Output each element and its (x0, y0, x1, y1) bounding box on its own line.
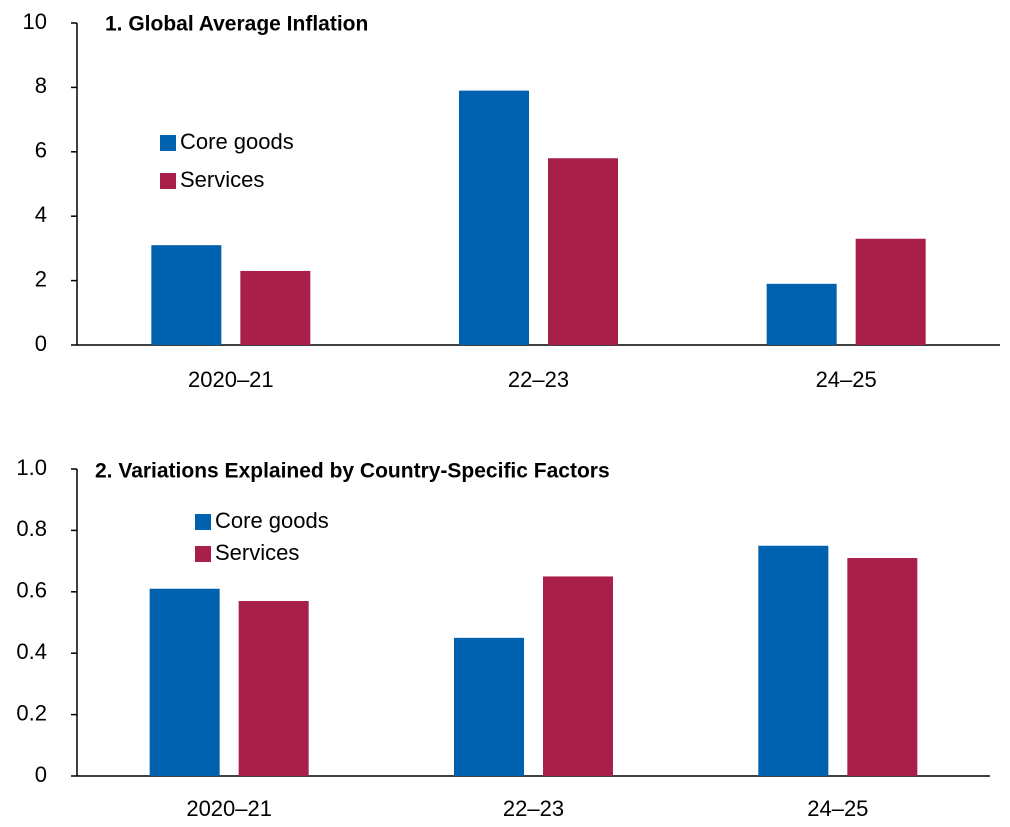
y-tick-label: 0 (35, 331, 47, 356)
x-tick-label: 2020–21 (188, 367, 274, 392)
x-tick-label: 2020–21 (186, 796, 272, 821)
bar (454, 637, 524, 776)
bar (459, 90, 529, 346)
chart-title: 2. Variations Explained by Country-Speci… (95, 460, 610, 483)
legend-label: Services (180, 167, 264, 192)
legend-swatch (195, 546, 211, 562)
x-tick-label: 22–23 (503, 796, 564, 821)
legend-swatch (160, 135, 176, 151)
bar (149, 588, 220, 776)
y-tick-label: 8 (35, 73, 47, 98)
x-tick-label: 24–25 (816, 367, 877, 392)
bar (855, 238, 926, 345)
bar (240, 270, 311, 345)
y-tick-label: 2 (35, 266, 47, 291)
legend-label: Services (215, 540, 299, 565)
bar (543, 576, 613, 776)
chart-title: 1. Global Average Inflation (105, 13, 368, 36)
legend-label: Core goods (180, 129, 294, 154)
y-tick-label: 10 (23, 9, 47, 34)
bar (548, 158, 618, 345)
legend-label: Core goods (215, 508, 329, 533)
bar (766, 283, 837, 345)
y-tick-label: 0.6 (16, 578, 47, 603)
y-tick-label: 4 (35, 202, 47, 227)
y-tick-label: 0.8 (16, 516, 47, 541)
y-tick-label: 1.0 (16, 455, 47, 480)
bar (151, 245, 222, 345)
bar (758, 545, 829, 776)
y-tick-label: 0 (35, 762, 47, 787)
y-tick-label: 0.2 (16, 700, 47, 725)
legend-swatch (195, 514, 211, 530)
bar (847, 558, 918, 776)
y-tick-label: 6 (35, 138, 47, 163)
y-tick-label: 0.4 (16, 639, 47, 664)
x-tick-label: 22–23 (508, 367, 569, 392)
legend-swatch (160, 173, 176, 189)
x-tick-label: 24–25 (807, 796, 868, 821)
bar (238, 601, 309, 776)
